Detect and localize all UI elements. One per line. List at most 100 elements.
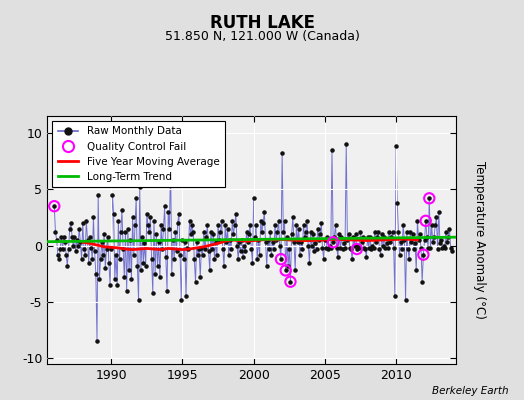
Point: [161, 254, 170, 260]
Point: [112, 252, 120, 258]
Point: [335, 231, 343, 238]
Point: [76, 239, 84, 246]
Point: [365, 245, 373, 251]
Point: [188, 222, 196, 228]
Point: [254, 237, 263, 243]
Point: [159, 226, 168, 232]
Point: [248, 259, 257, 266]
Point: [114, 218, 123, 224]
Point: [307, 229, 315, 235]
Point: [406, 229, 414, 235]
Point: [241, 248, 249, 254]
Point: [405, 256, 413, 262]
Point: [227, 246, 235, 252]
Point: [442, 229, 450, 235]
Point: [437, 237, 445, 243]
Point: [149, 290, 157, 296]
Point: [321, 237, 329, 243]
Point: [352, 231, 360, 238]
Point: [244, 239, 252, 246]
Point: [152, 231, 160, 238]
Point: [329, 239, 337, 246]
Point: [94, 192, 102, 198]
Point: [107, 246, 115, 252]
Point: [277, 256, 285, 262]
Point: [305, 259, 314, 266]
Point: [183, 245, 191, 251]
Point: [310, 248, 319, 254]
Point: [52, 237, 61, 243]
Point: [147, 256, 156, 262]
Point: [257, 218, 265, 224]
Point: [300, 234, 309, 240]
Point: [303, 218, 311, 224]
Point: [444, 234, 453, 240]
Point: [316, 231, 324, 238]
Point: [370, 229, 379, 235]
Point: [315, 237, 323, 243]
Point: [441, 245, 449, 251]
Point: [158, 246, 167, 252]
Point: [324, 246, 333, 252]
Point: [420, 237, 429, 243]
Point: [429, 239, 437, 246]
Point: [281, 267, 290, 274]
Point: [326, 245, 335, 251]
Point: [50, 203, 59, 209]
Point: [223, 226, 232, 232]
Point: [113, 282, 122, 288]
Point: [384, 245, 392, 251]
Point: [353, 246, 361, 252]
Point: [375, 246, 384, 252]
Point: [69, 242, 78, 249]
Point: [75, 226, 83, 232]
Point: [434, 209, 443, 215]
Point: [302, 229, 310, 235]
Point: [143, 211, 151, 217]
Point: [89, 214, 97, 221]
Point: [312, 246, 321, 252]
Point: [394, 229, 402, 235]
Point: [378, 231, 386, 238]
Point: [376, 252, 385, 258]
Point: [402, 229, 411, 235]
Point: [194, 252, 202, 258]
Point: [84, 259, 93, 266]
Point: [154, 263, 162, 269]
Point: [79, 220, 87, 226]
Point: [187, 231, 195, 238]
Point: [150, 218, 158, 224]
Point: [50, 203, 59, 209]
Point: [255, 252, 264, 258]
Point: [328, 147, 336, 153]
Point: [197, 245, 205, 251]
Point: [341, 245, 349, 251]
Point: [346, 245, 354, 251]
Point: [447, 248, 456, 254]
Point: [320, 256, 328, 262]
Point: [51, 229, 60, 235]
Point: [308, 242, 316, 249]
Point: [282, 234, 291, 240]
Point: [232, 211, 240, 217]
Point: [167, 161, 175, 168]
Point: [66, 226, 74, 232]
Text: 51.850 N, 121.000 W (Canada): 51.850 N, 121.000 W (Canada): [165, 30, 359, 43]
Point: [264, 237, 272, 243]
Point: [293, 239, 302, 246]
Point: [108, 192, 117, 198]
Point: [355, 245, 364, 251]
Point: [361, 246, 369, 252]
Point: [373, 234, 381, 240]
Point: [134, 296, 143, 303]
Point: [380, 234, 388, 240]
Point: [119, 246, 127, 252]
Point: [219, 246, 227, 252]
Point: [427, 245, 435, 251]
Point: [106, 282, 114, 288]
Point: [121, 229, 129, 235]
Point: [222, 239, 231, 246]
Point: [137, 267, 145, 274]
Point: [138, 234, 146, 240]
Point: [205, 267, 214, 274]
